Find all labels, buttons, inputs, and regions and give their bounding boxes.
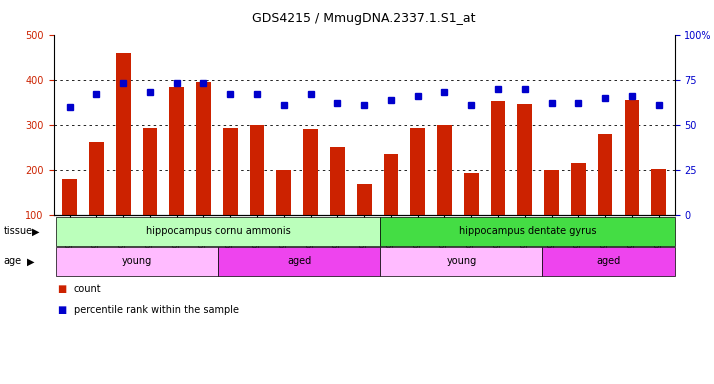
- Bar: [196, 82, 211, 260]
- Text: ▶: ▶: [27, 256, 35, 266]
- Bar: [437, 125, 452, 260]
- Bar: [598, 134, 613, 260]
- Text: ■: ■: [57, 305, 66, 315]
- Bar: [330, 147, 345, 260]
- Text: GDS4215 / MmugDNA.2337.1.S1_at: GDS4215 / MmugDNA.2337.1.S1_at: [252, 12, 476, 25]
- Bar: [518, 104, 532, 260]
- Bar: [544, 170, 559, 260]
- Bar: [303, 129, 318, 260]
- Text: aged: aged: [596, 256, 620, 266]
- Bar: [651, 169, 666, 260]
- Text: ▶: ▶: [32, 226, 40, 237]
- Bar: [250, 125, 264, 260]
- Text: ■: ■: [57, 284, 66, 294]
- Bar: [464, 173, 478, 260]
- Text: young: young: [446, 256, 476, 266]
- Bar: [89, 142, 104, 260]
- Bar: [143, 128, 157, 260]
- Text: percentile rank within the sample: percentile rank within the sample: [74, 305, 238, 315]
- Text: aged: aged: [287, 256, 311, 266]
- Text: age: age: [4, 256, 21, 266]
- Bar: [357, 184, 371, 260]
- Text: hippocampus cornu ammonis: hippocampus cornu ammonis: [146, 226, 291, 237]
- Text: young: young: [122, 256, 152, 266]
- Text: count: count: [74, 284, 101, 294]
- Text: hippocampus dentate gyrus: hippocampus dentate gyrus: [459, 226, 596, 237]
- Bar: [169, 87, 184, 260]
- Bar: [276, 170, 291, 260]
- Bar: [383, 154, 398, 260]
- Text: tissue: tissue: [4, 226, 33, 237]
- Bar: [571, 163, 585, 260]
- Bar: [116, 53, 131, 260]
- Bar: [411, 128, 425, 260]
- Bar: [223, 127, 238, 260]
- Bar: [491, 101, 506, 260]
- Bar: [62, 179, 77, 260]
- Bar: [625, 99, 639, 260]
